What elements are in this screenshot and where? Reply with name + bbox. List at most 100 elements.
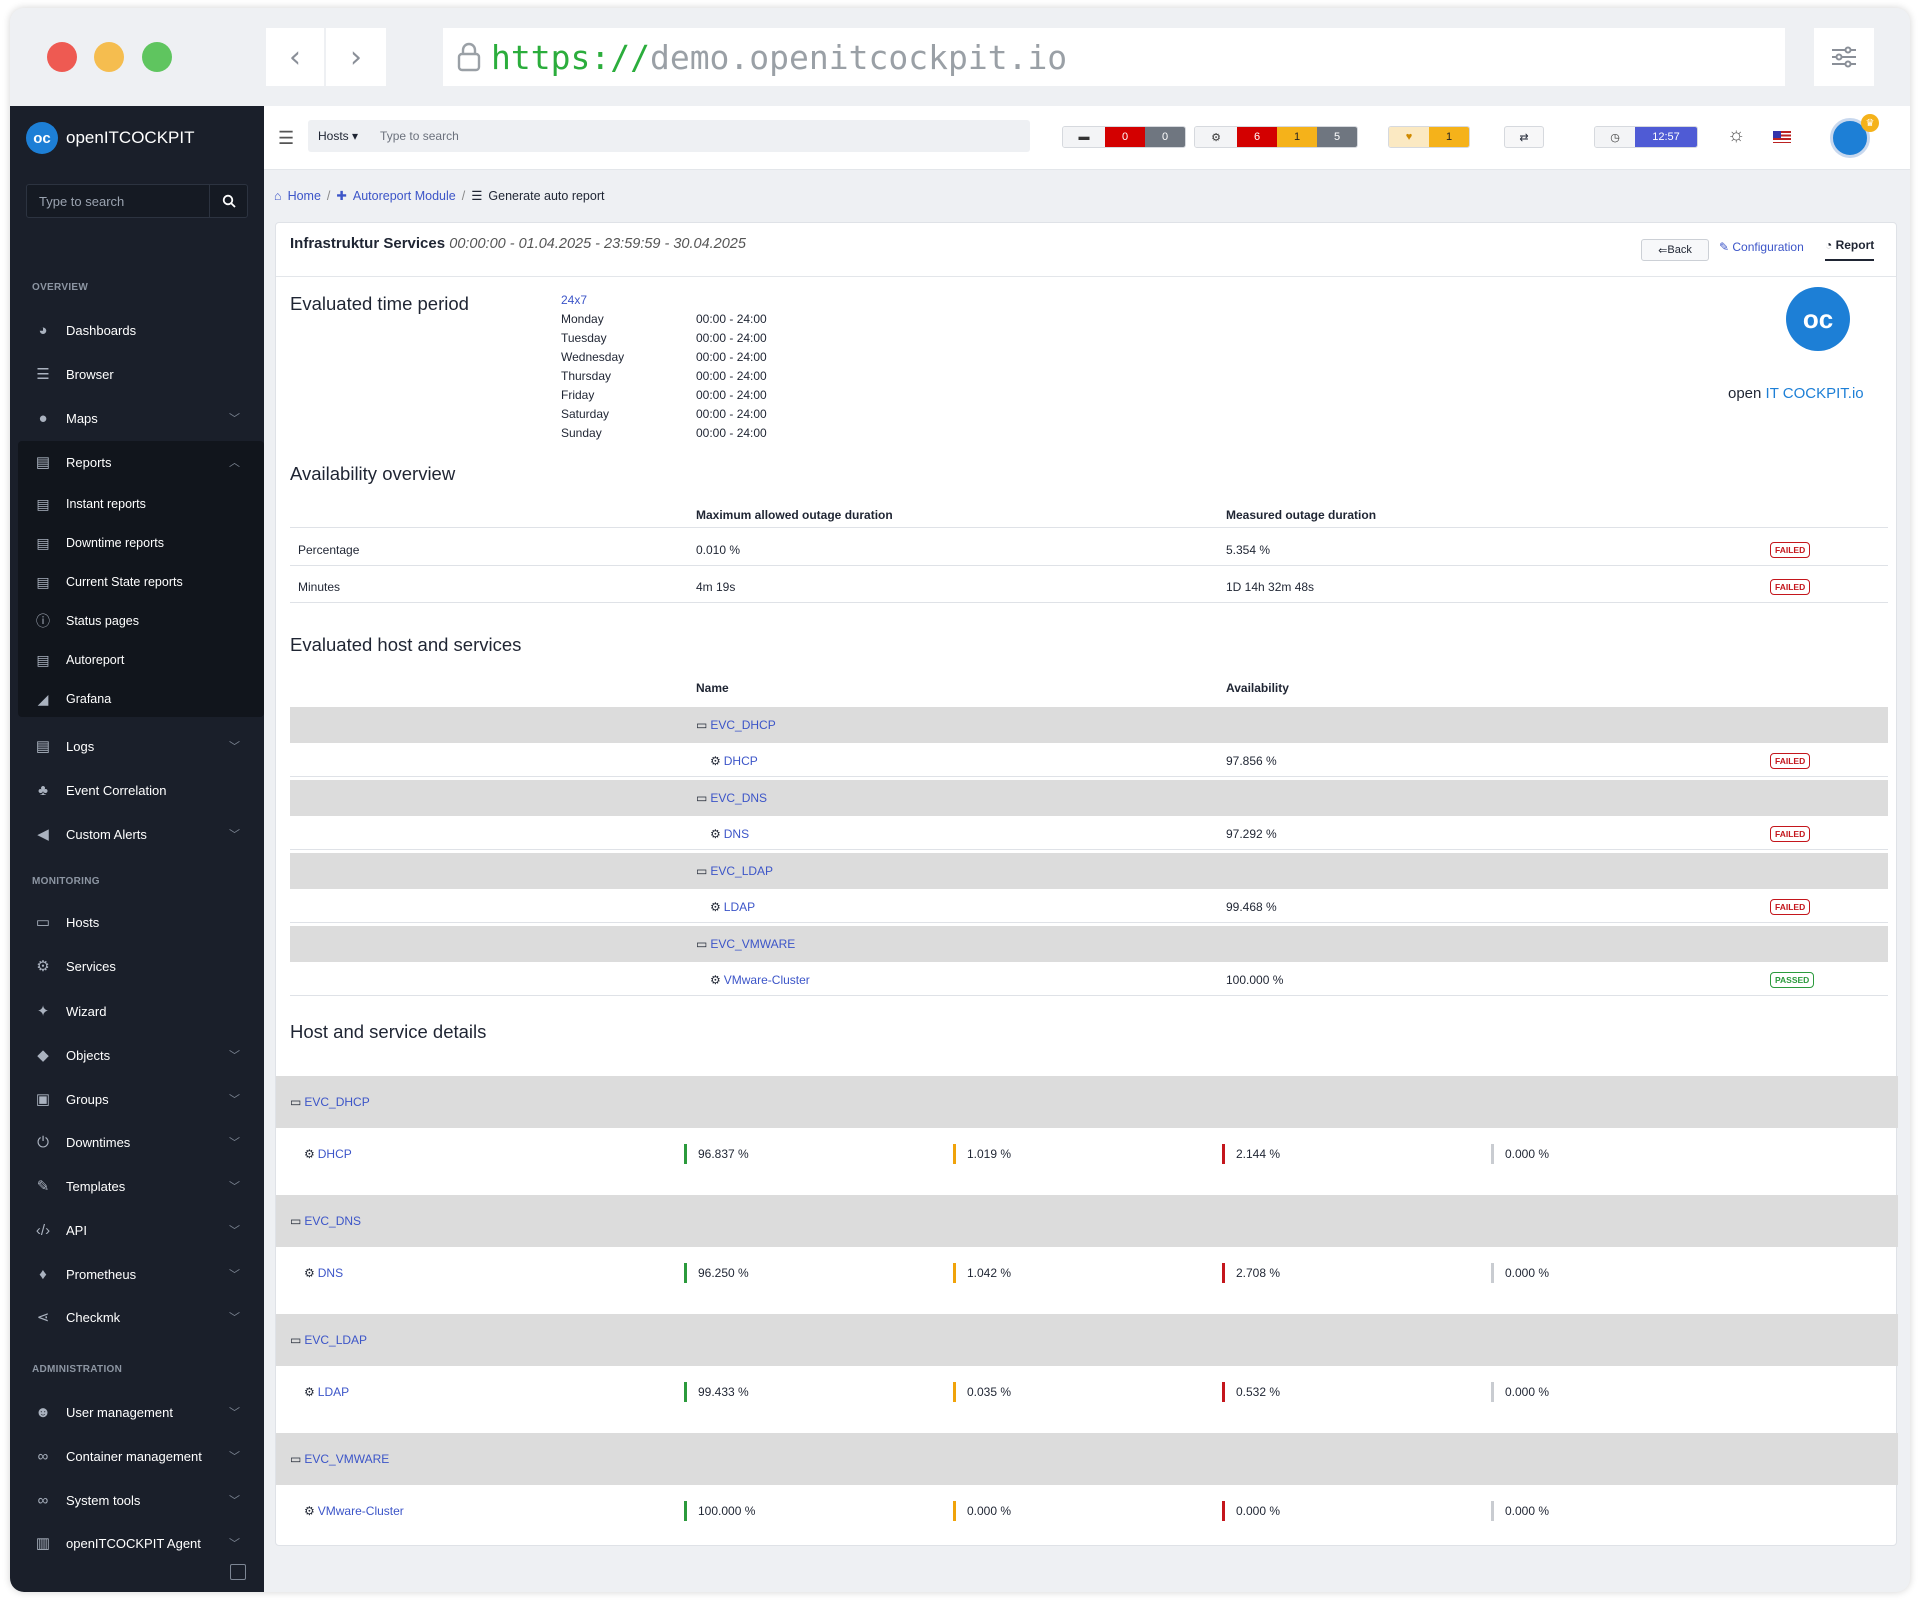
col-availability: Availability [1226,681,1289,695]
avail-measured-value: 5.354 % [1226,543,1271,557]
breadcrumb-module[interactable]: Autoreport Module [352,188,456,203]
sidebar-item-grafana[interactable]: ◢ Grafana [18,680,256,718]
sidebar-item-autoreport[interactable]: ▤ Autoreport [18,641,256,679]
day-label: Wednesday [561,350,625,364]
service-name: LDAP [723,900,756,914]
sidebar-item-templates[interactable]: ✎ Templates ﹀ [10,1166,264,1206]
sidebar-item-event-correlation[interactable]: ♣ Event Correlation [10,770,264,810]
detail-service-link[interactable]: ⚙ VMware-Cluster [304,1504,404,1518]
bullhorn-icon: ◀ [37,826,49,843]
services-unknown-count: 5 [1317,127,1357,147]
topbar-search-input[interactable]: Type to search [380,129,459,143]
sidebar-item-user-management[interactable]: ☻ User management ﹀ [10,1392,264,1432]
browser-settings-button[interactable] [1814,28,1874,86]
sync-icon: ⇄ [1519,131,1529,144]
url-text: https://demo.openitcockpit.io [491,37,1068,77]
sidebar-item-groups[interactable]: ▣ Groups ﹀ [10,1079,264,1119]
detail-host-link[interactable]: ▭ EVC_DHCP [290,1095,370,1109]
availability-heading: Availability overview [290,463,456,484]
day-time: 00:00 - 24:00 [696,407,767,421]
sidebar-item-downtime-reports[interactable]: ▤ Downtime reports [18,524,256,562]
sidebar-item-browser[interactable]: ☰ Browser [10,354,264,394]
avatar[interactable] [1830,118,1870,158]
sidebar-item-custom-alerts[interactable]: ◀ Custom Alerts ﹀ [10,814,264,854]
back-arrow-icon[interactable]: ‹ [266,28,326,86]
detail-service-link[interactable]: ⚙ DNS [304,1266,343,1280]
detail-host-link[interactable]: ▭ EVC_DNS [290,1214,361,1228]
sidebar-item-wizard[interactable]: ✦ Wizard [10,991,264,1031]
service-link[interactable]: ⚙ VMware-Cluster [710,973,810,987]
host-row [290,853,1888,889]
sidebar-item-objects[interactable]: ◆ Objects ﹀ [10,1035,264,1075]
services-critical-count: 6 [1237,127,1277,147]
day-label: Sunday [561,426,602,440]
refresh-button[interactable]: ⇄ [1504,126,1544,148]
sidebar-item-status-pages[interactable]: ⓘ Status pages [18,602,256,640]
service-status-badge[interactable]: ⚙ 6 1 5 [1194,126,1358,148]
sitemap-icon: ♣ [38,781,48,799]
sidebar-item-reports[interactable]: ▤ Reports ︿ [10,442,264,482]
critical-value: 2.708 % [1236,1266,1281,1280]
host-link[interactable]: ▭ EVC_DHCP [696,718,776,732]
collapse-sidebar-icon[interactable] [230,1564,246,1580]
search-scope-select[interactable]: Hosts ▾ [318,129,359,143]
sidebar-item-hosts[interactable]: ▭ Hosts [10,902,264,942]
detail-service-link[interactable]: ⚙ LDAP [304,1385,349,1399]
hamburger-icon[interactable]: ☰ [278,128,295,148]
sidebar-item-services[interactable]: ⚙ Services [10,946,264,986]
host-status-badge[interactable]: ▬ 0 0 [1062,126,1186,148]
detail-host-row [276,1076,1898,1128]
address-bar[interactable]: https://demo.openitcockpit.io [443,28,1785,86]
us-flag-icon[interactable] [1773,131,1791,143]
theme-toggle-icon[interactable]: ☼ [1727,124,1746,146]
service-link[interactable]: ⚙ DNS [710,827,749,841]
report-tab[interactable]: ◔ Report [1825,238,1875,261]
timeperiod-link[interactable]: 24x7 [561,293,588,307]
unknown-value: 0.000 % [1505,1266,1550,1280]
divider [290,849,1888,850]
users-icon: ☻ [35,1403,51,1421]
maximize-window-icon[interactable] [142,42,172,72]
divider [290,995,1888,996]
sidebar-item-logs[interactable]: ▤ Logs ﹀ [10,726,264,766]
back-button[interactable]: ⇐ Back [1641,239,1709,261]
sidebar-item-checkmk[interactable]: ⋖ Checkmk ﹀ [10,1297,264,1337]
breadcrumb-home[interactable]: Home [287,188,321,203]
chevron-down-icon: ﹀ [229,1312,240,1324]
host-link[interactable]: ▭ EVC_LDAP [696,864,773,878]
sidebar-search: Type to search [26,184,248,218]
detail-host-link[interactable]: ▭ EVC_LDAP [290,1333,367,1347]
server-icon: ▬ [1063,127,1105,147]
detail-host-link[interactable]: ▭ EVC_VMWARE [290,1452,389,1466]
forward-arrow-icon[interactable]: › [350,39,362,75]
sidebar-item-agent[interactable]: ▥ openITCOCKPIT Agent ﹀ [10,1523,264,1563]
service-link[interactable]: ⚙ LDAP [710,900,755,914]
desktop-icon: ▭ [290,1452,302,1466]
host-link[interactable]: ▭ EVC_VMWARE [696,937,795,951]
sidebar-item-maps[interactable]: ● Maps ﹀ [10,398,264,438]
sidebar-item-downtimes[interactable]: ⏻ Downtimes ﹀ [10,1122,264,1162]
sidebar-item-current-state-reports[interactable]: ▤ Current State reports [18,563,256,601]
hosts-unreachable-count: 0 [1145,127,1185,147]
sidebar-item-instant-reports[interactable]: ▤ Instant reports [18,485,256,523]
sidebar-search-button[interactable] [209,185,247,217]
sidebar-item-system-tools[interactable]: ∞ System tools ﹀ [10,1480,264,1520]
sidebar-item-dashboards[interactable]: ◕ Dashboards [10,310,264,350]
brand[interactable]: oc openITCOCKPIT [10,106,264,170]
sidebar-search-input[interactable]: Type to search [39,193,125,209]
sidebar-item-container-management[interactable]: ∞ Container management ﹀ [10,1436,264,1476]
detail-service-link[interactable]: ⚙ DHCP [304,1147,352,1161]
sidebar-item-prometheus[interactable]: ♦ Prometheus ﹀ [10,1254,264,1294]
host-link[interactable]: ▭ EVC_DNS [696,791,767,805]
acknowledged-badge[interactable]: ♥ 1 [1388,126,1470,148]
sidebar-item-api[interactable]: ‹/› API ﹀ [10,1210,264,1250]
service-link[interactable]: ⚙ DHCP [710,754,758,768]
cog-icon: ⚙ [710,973,721,987]
day-time: 00:00 - 24:00 [696,388,767,402]
availability-value: 97.292 % [1226,827,1277,841]
availability-value: 99.468 % [1226,900,1277,914]
minimize-window-icon[interactable] [94,42,124,72]
close-window-icon[interactable] [47,42,77,72]
ok-bar [684,1382,687,1402]
configuration-tab[interactable]: ✎ Configuration [1719,240,1804,254]
